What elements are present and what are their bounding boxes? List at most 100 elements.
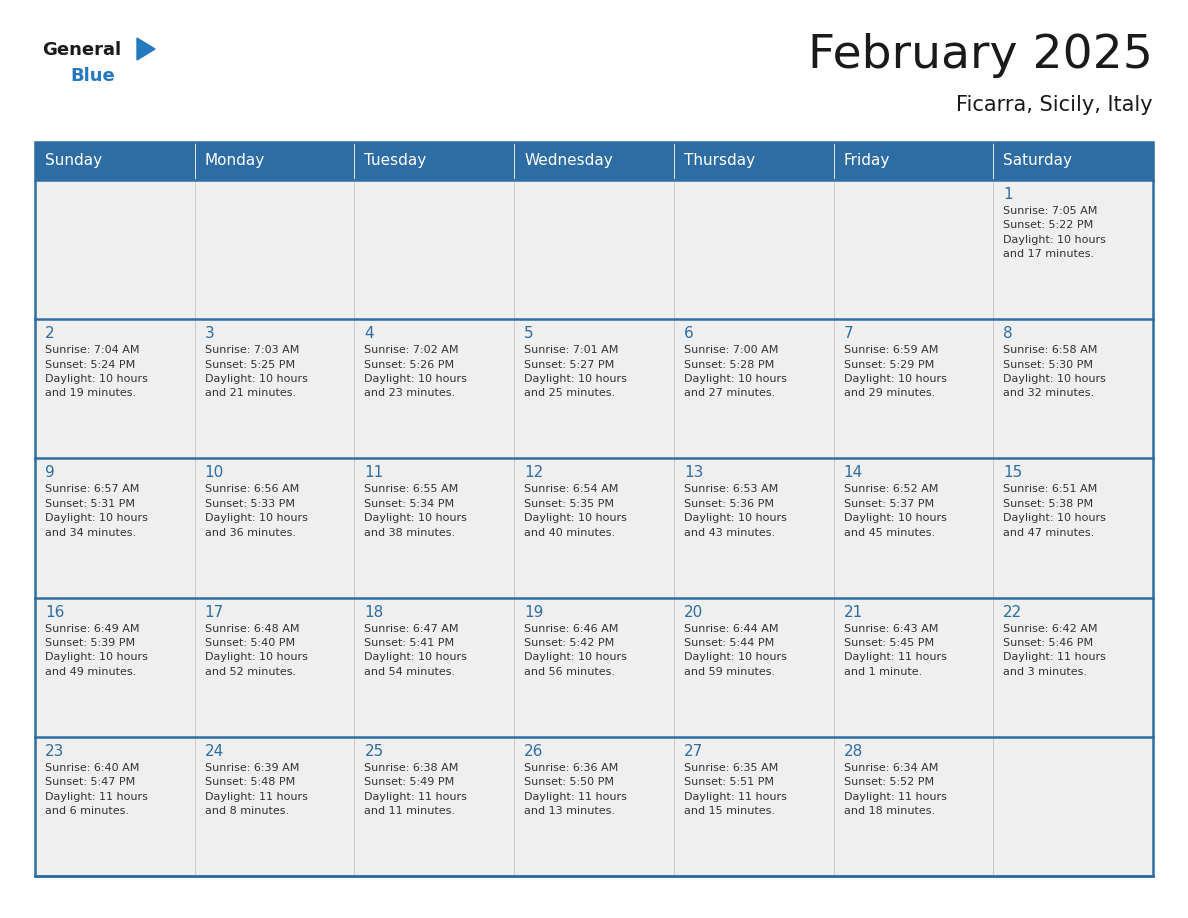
Text: 23: 23 <box>45 744 64 759</box>
Bar <box>354 142 514 180</box>
Text: 22: 22 <box>1004 605 1023 620</box>
Bar <box>993 598 1154 737</box>
Bar <box>354 458 514 598</box>
Bar <box>834 737 993 876</box>
Bar <box>34 598 195 737</box>
Bar <box>674 598 834 737</box>
Text: 20: 20 <box>684 605 703 620</box>
Text: 4: 4 <box>365 326 374 341</box>
Bar <box>993 180 1154 319</box>
Bar <box>674 737 834 876</box>
Bar <box>993 142 1154 180</box>
Text: 13: 13 <box>684 465 703 480</box>
Bar <box>514 458 674 598</box>
Text: 9: 9 <box>45 465 55 480</box>
Text: 16: 16 <box>45 605 64 620</box>
Text: Sunrise: 6:48 AM
Sunset: 5:40 PM
Daylight: 10 hours
and 52 minutes.: Sunrise: 6:48 AM Sunset: 5:40 PM Dayligh… <box>204 623 308 677</box>
Text: Sunrise: 7:04 AM
Sunset: 5:24 PM
Daylight: 10 hours
and 19 minutes.: Sunrise: 7:04 AM Sunset: 5:24 PM Dayligh… <box>45 345 147 398</box>
Bar <box>514 319 674 458</box>
Text: 1: 1 <box>1004 187 1013 202</box>
Text: Sunrise: 6:59 AM
Sunset: 5:29 PM
Daylight: 10 hours
and 29 minutes.: Sunrise: 6:59 AM Sunset: 5:29 PM Dayligh… <box>843 345 947 398</box>
Text: Sunrise: 7:01 AM
Sunset: 5:27 PM
Daylight: 10 hours
and 25 minutes.: Sunrise: 7:01 AM Sunset: 5:27 PM Dayligh… <box>524 345 627 398</box>
Text: 25: 25 <box>365 744 384 759</box>
Bar <box>195 458 354 598</box>
Bar <box>34 737 195 876</box>
Text: Sunrise: 7:02 AM
Sunset: 5:26 PM
Daylight: 10 hours
and 23 minutes.: Sunrise: 7:02 AM Sunset: 5:26 PM Dayligh… <box>365 345 467 398</box>
Text: Sunrise: 6:56 AM
Sunset: 5:33 PM
Daylight: 10 hours
and 36 minutes.: Sunrise: 6:56 AM Sunset: 5:33 PM Dayligh… <box>204 485 308 538</box>
Text: Sunrise: 6:46 AM
Sunset: 5:42 PM
Daylight: 10 hours
and 56 minutes.: Sunrise: 6:46 AM Sunset: 5:42 PM Dayligh… <box>524 623 627 677</box>
Text: 7: 7 <box>843 326 853 341</box>
Bar <box>514 180 674 319</box>
Bar <box>834 142 993 180</box>
Bar <box>993 458 1154 598</box>
Text: Sunrise: 6:38 AM
Sunset: 5:49 PM
Daylight: 11 hours
and 11 minutes.: Sunrise: 6:38 AM Sunset: 5:49 PM Dayligh… <box>365 763 467 816</box>
Text: Sunrise: 7:05 AM
Sunset: 5:22 PM
Daylight: 10 hours
and 17 minutes.: Sunrise: 7:05 AM Sunset: 5:22 PM Dayligh… <box>1004 206 1106 259</box>
Text: Sunrise: 6:57 AM
Sunset: 5:31 PM
Daylight: 10 hours
and 34 minutes.: Sunrise: 6:57 AM Sunset: 5:31 PM Dayligh… <box>45 485 147 538</box>
Bar <box>674 458 834 598</box>
Bar <box>674 180 834 319</box>
Text: Sunrise: 7:00 AM
Sunset: 5:28 PM
Daylight: 10 hours
and 27 minutes.: Sunrise: 7:00 AM Sunset: 5:28 PM Dayligh… <box>684 345 786 398</box>
Text: Sunrise: 6:34 AM
Sunset: 5:52 PM
Daylight: 11 hours
and 18 minutes.: Sunrise: 6:34 AM Sunset: 5:52 PM Dayligh… <box>843 763 947 816</box>
Text: 11: 11 <box>365 465 384 480</box>
Text: Sunrise: 6:54 AM
Sunset: 5:35 PM
Daylight: 10 hours
and 40 minutes.: Sunrise: 6:54 AM Sunset: 5:35 PM Dayligh… <box>524 485 627 538</box>
Bar <box>674 319 834 458</box>
Text: Sunrise: 6:35 AM
Sunset: 5:51 PM
Daylight: 11 hours
and 15 minutes.: Sunrise: 6:35 AM Sunset: 5:51 PM Dayligh… <box>684 763 786 816</box>
Text: 24: 24 <box>204 744 225 759</box>
Polygon shape <box>137 38 154 60</box>
Bar <box>993 737 1154 876</box>
Bar <box>354 598 514 737</box>
Bar <box>993 319 1154 458</box>
Bar <box>354 180 514 319</box>
Text: Tuesday: Tuesday <box>365 153 426 169</box>
Text: 26: 26 <box>524 744 544 759</box>
Text: 3: 3 <box>204 326 215 341</box>
Text: Sunrise: 6:51 AM
Sunset: 5:38 PM
Daylight: 10 hours
and 47 minutes.: Sunrise: 6:51 AM Sunset: 5:38 PM Dayligh… <box>1004 485 1106 538</box>
Text: Sunday: Sunday <box>45 153 102 169</box>
Text: Sunrise: 6:55 AM
Sunset: 5:34 PM
Daylight: 10 hours
and 38 minutes.: Sunrise: 6:55 AM Sunset: 5:34 PM Dayligh… <box>365 485 467 538</box>
Text: February 2025: February 2025 <box>808 32 1154 77</box>
Text: 21: 21 <box>843 605 862 620</box>
Bar <box>195 737 354 876</box>
Text: Sunrise: 6:43 AM
Sunset: 5:45 PM
Daylight: 11 hours
and 1 minute.: Sunrise: 6:43 AM Sunset: 5:45 PM Dayligh… <box>843 623 947 677</box>
Text: Sunrise: 6:47 AM
Sunset: 5:41 PM
Daylight: 10 hours
and 54 minutes.: Sunrise: 6:47 AM Sunset: 5:41 PM Dayligh… <box>365 623 467 677</box>
Bar <box>195 598 354 737</box>
Text: Friday: Friday <box>843 153 890 169</box>
Text: 18: 18 <box>365 605 384 620</box>
Bar <box>514 737 674 876</box>
Text: Ficarra, Sicily, Italy: Ficarra, Sicily, Italy <box>956 95 1154 115</box>
Text: 12: 12 <box>524 465 543 480</box>
Text: 14: 14 <box>843 465 862 480</box>
Bar <box>674 142 834 180</box>
Bar <box>514 142 674 180</box>
Bar <box>354 319 514 458</box>
Bar <box>195 180 354 319</box>
Text: Monday: Monday <box>204 153 265 169</box>
Text: Sunrise: 6:44 AM
Sunset: 5:44 PM
Daylight: 10 hours
and 59 minutes.: Sunrise: 6:44 AM Sunset: 5:44 PM Dayligh… <box>684 623 786 677</box>
Text: Sunrise: 6:39 AM
Sunset: 5:48 PM
Daylight: 11 hours
and 8 minutes.: Sunrise: 6:39 AM Sunset: 5:48 PM Dayligh… <box>204 763 308 816</box>
Text: Sunrise: 6:49 AM
Sunset: 5:39 PM
Daylight: 10 hours
and 49 minutes.: Sunrise: 6:49 AM Sunset: 5:39 PM Dayligh… <box>45 623 147 677</box>
Text: 6: 6 <box>684 326 694 341</box>
Text: 5: 5 <box>524 326 533 341</box>
Text: 2: 2 <box>45 326 55 341</box>
Text: Sunrise: 6:42 AM
Sunset: 5:46 PM
Daylight: 11 hours
and 3 minutes.: Sunrise: 6:42 AM Sunset: 5:46 PM Dayligh… <box>1004 623 1106 677</box>
Bar <box>34 142 195 180</box>
Bar <box>834 458 993 598</box>
Text: 19: 19 <box>524 605 544 620</box>
Text: Sunrise: 6:36 AM
Sunset: 5:50 PM
Daylight: 11 hours
and 13 minutes.: Sunrise: 6:36 AM Sunset: 5:50 PM Dayligh… <box>524 763 627 816</box>
Text: 28: 28 <box>843 744 862 759</box>
Text: General: General <box>42 41 121 59</box>
Text: 15: 15 <box>1004 465 1023 480</box>
Text: Blue: Blue <box>70 67 115 85</box>
Bar <box>195 142 354 180</box>
Text: Sunrise: 6:53 AM
Sunset: 5:36 PM
Daylight: 10 hours
and 43 minutes.: Sunrise: 6:53 AM Sunset: 5:36 PM Dayligh… <box>684 485 786 538</box>
Text: 17: 17 <box>204 605 225 620</box>
Bar <box>834 319 993 458</box>
Bar <box>834 598 993 737</box>
Text: Wednesday: Wednesday <box>524 153 613 169</box>
Text: 10: 10 <box>204 465 225 480</box>
Bar <box>514 598 674 737</box>
Text: Thursday: Thursday <box>684 153 756 169</box>
Text: 8: 8 <box>1004 326 1013 341</box>
Bar <box>34 142 1154 876</box>
Text: Sunrise: 6:52 AM
Sunset: 5:37 PM
Daylight: 10 hours
and 45 minutes.: Sunrise: 6:52 AM Sunset: 5:37 PM Dayligh… <box>843 485 947 538</box>
